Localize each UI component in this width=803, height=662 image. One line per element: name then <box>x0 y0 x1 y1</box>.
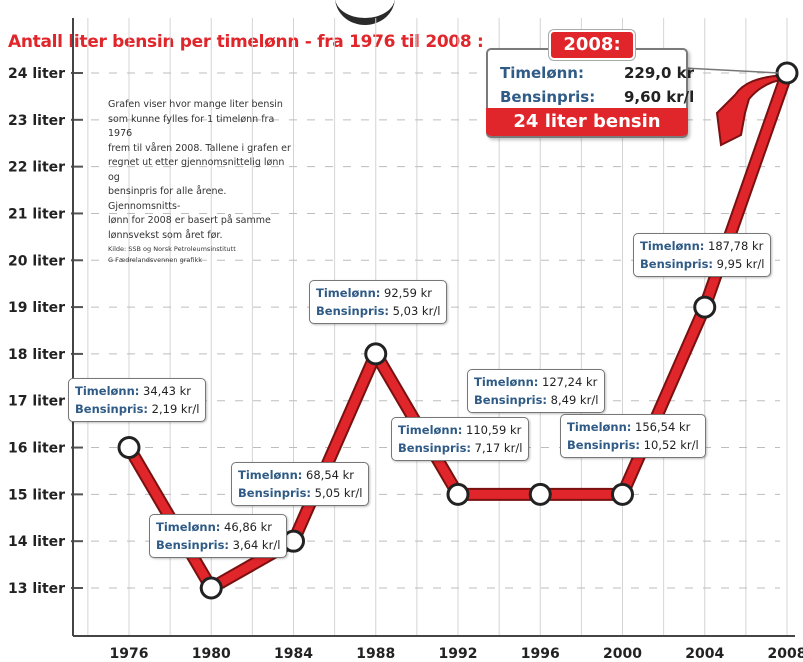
x-tick-label: 1992 <box>439 646 478 662</box>
data-point <box>693 295 717 319</box>
data-point <box>117 436 141 460</box>
highlight-price-row: Bensinpris: 9,60 kr/l <box>500 88 694 106</box>
x-tick-label: 1980 <box>192 646 231 662</box>
decorative-arc <box>335 0 395 25</box>
price-value: 5,05 kr/l <box>314 486 363 500</box>
wage-label: Timelønn: <box>316 286 381 300</box>
explanation-note: Grafen viser hvor mange liter bensin som… <box>108 98 298 264</box>
y-tick-label: 17 liter <box>8 394 65 410</box>
price-value: 9,95 kr/l <box>716 257 765 271</box>
fuel-nozzle-icon <box>715 73 786 147</box>
data-points <box>117 61 799 600</box>
price-label: Bensinpris: <box>474 393 548 407</box>
x-tick-label: 1976 <box>110 646 149 662</box>
data-point <box>528 482 552 506</box>
price-label: Bensinpris: <box>75 402 149 416</box>
y-tick-label: 23 liter <box>8 113 65 129</box>
wage-label: Timelønn: <box>75 384 140 398</box>
note-line: lønnsvekst som året før. <box>108 229 223 241</box>
price-value: 5,03 kr/l <box>392 304 441 318</box>
source-line: G Fædrelandsvennen grafikk <box>108 255 202 264</box>
callout-1976: Timelønn: 34,43 kr Bensinpris: 2,19 kr/l <box>68 378 207 422</box>
chart-title: Antall liter bensin per timelønn - fra 1… <box>8 32 484 52</box>
price-label: Bensinpris: <box>640 257 714 271</box>
wage-label: Timelønn: <box>156 520 221 534</box>
price-value: 8,49 kr/l <box>550 393 599 407</box>
y-tick-label: 18 liter <box>8 347 65 363</box>
x-tick-label: 2000 <box>603 646 642 662</box>
note-line: regnet ut etter gjennomsnittelig lønn og <box>108 157 285 183</box>
wage-value: 127,24 kr <box>542 375 598 389</box>
y-tick-label: 20 liter <box>8 253 65 269</box>
wage-value: 156,54 kr <box>635 420 691 434</box>
note-line: frem til våren 2008. Tallene i grafen er <box>108 142 291 154</box>
price-value: 7,17 kr/l <box>474 441 523 455</box>
price-label: Bensinpris: <box>398 441 472 455</box>
highlight-result: 24 liter bensin <box>486 108 688 136</box>
callout-1988: Timelønn: 92,59 kr Bensinpris: 5,03 kr/l <box>309 280 448 324</box>
price-value: 2,19 kr/l <box>151 402 200 416</box>
y-tick-label: 21 liter <box>8 206 65 222</box>
wage-label: Timelønn: <box>474 375 539 389</box>
callout-1996: Timelønn: 127,24 kr Bensinpris: 8,49 kr/… <box>467 369 606 413</box>
price-label: Bensinpris: <box>316 304 390 318</box>
wage-value: 187,78 kr <box>708 239 764 253</box>
price-label: Bensinpris: <box>238 486 312 500</box>
source-line: Kilde: SSB og Norsk Petroleumsinstitutt <box>108 245 236 253</box>
data-point <box>199 576 223 600</box>
price-value: 3,64 kr/l <box>232 538 281 552</box>
data-point <box>364 342 388 366</box>
wage-value: 46,86 kr <box>224 520 273 534</box>
price-label: Bensinpris: <box>567 438 641 452</box>
y-tick-label: 22 liter <box>8 160 65 176</box>
x-tick-label: 1984 <box>274 646 313 662</box>
y-tick-label: 16 liter <box>8 441 65 457</box>
highlight-wage-label: Timelønn: <box>500 64 584 82</box>
y-tick-label: 24 liter <box>8 66 65 82</box>
highlight-connector <box>683 67 780 74</box>
price-value: 10,52 kr/l <box>643 438 699 452</box>
data-point <box>611 482 634 506</box>
y-tick-label: 19 liter <box>8 300 65 316</box>
x-tick-label: 2008 <box>768 646 803 662</box>
tick-labels: 13 liter 14 liter 15 liter 16 liter 17 liter… <box>8 66 803 662</box>
callout-2000: Timelønn: 156,54 kr Bensinpris: 10,52 kr… <box>560 414 706 458</box>
y-tick-label: 14 liter <box>8 534 65 550</box>
data-point <box>775 61 799 85</box>
highlight-wage-value: 229,0 kr <box>624 64 695 82</box>
wage-value: 34,43 kr <box>143 384 192 398</box>
wage-label: Timelønn: <box>238 468 303 482</box>
wage-value: 110,59 kr <box>466 423 522 437</box>
wage-label: Timelønn: <box>567 420 632 434</box>
highlight-year: 2008: <box>549 30 635 60</box>
highlight-price-label: Bensinpris: <box>500 88 596 106</box>
wage-label: Timelønn: <box>398 423 463 437</box>
callout-2004: Timelønn: 187,78 kr Bensinpris: 9,95 kr/… <box>633 233 772 277</box>
x-tick-label: 1996 <box>521 646 560 662</box>
callout-1980: Timelønn: 46,86 kr Bensinpris: 3,64 kr/l <box>149 514 288 558</box>
highlight-price-value: 9,60 kr/l <box>624 88 695 106</box>
wage-value: 92,59 kr <box>384 286 433 300</box>
note-line: Grafen viser hvor mange liter bensin <box>108 99 283 110</box>
price-label: Bensinpris: <box>156 538 230 552</box>
grid <box>73 18 788 636</box>
y-tick-label: 13 liter <box>8 581 65 597</box>
wage-value: 68,54 kr <box>306 468 355 482</box>
wage-label: Timelønn: <box>640 239 705 253</box>
note-line: som kunne fylles for 1 timelønn fra 1976 <box>108 113 275 140</box>
callout-1984: Timelønn: 68,54 kr Bensinpris: 5,05 kr/l <box>231 462 370 506</box>
data-point <box>446 482 470 506</box>
highlight-wage-row: Timelønn: 229,0 kr <box>500 64 694 82</box>
callout-1992: Timelønn: 110,59 kr Bensinpris: 7,17 kr/… <box>391 417 530 461</box>
note-line: lønn for 2008 er basert på samme <box>108 215 271 226</box>
y-tick-label: 15 liter <box>8 487 65 503</box>
note-line: bensinpris for alle årene. Gjennomsnitts… <box>108 186 227 212</box>
x-tick-label: 2004 <box>685 646 724 662</box>
x-tick-label: 1988 <box>356 646 395 662</box>
